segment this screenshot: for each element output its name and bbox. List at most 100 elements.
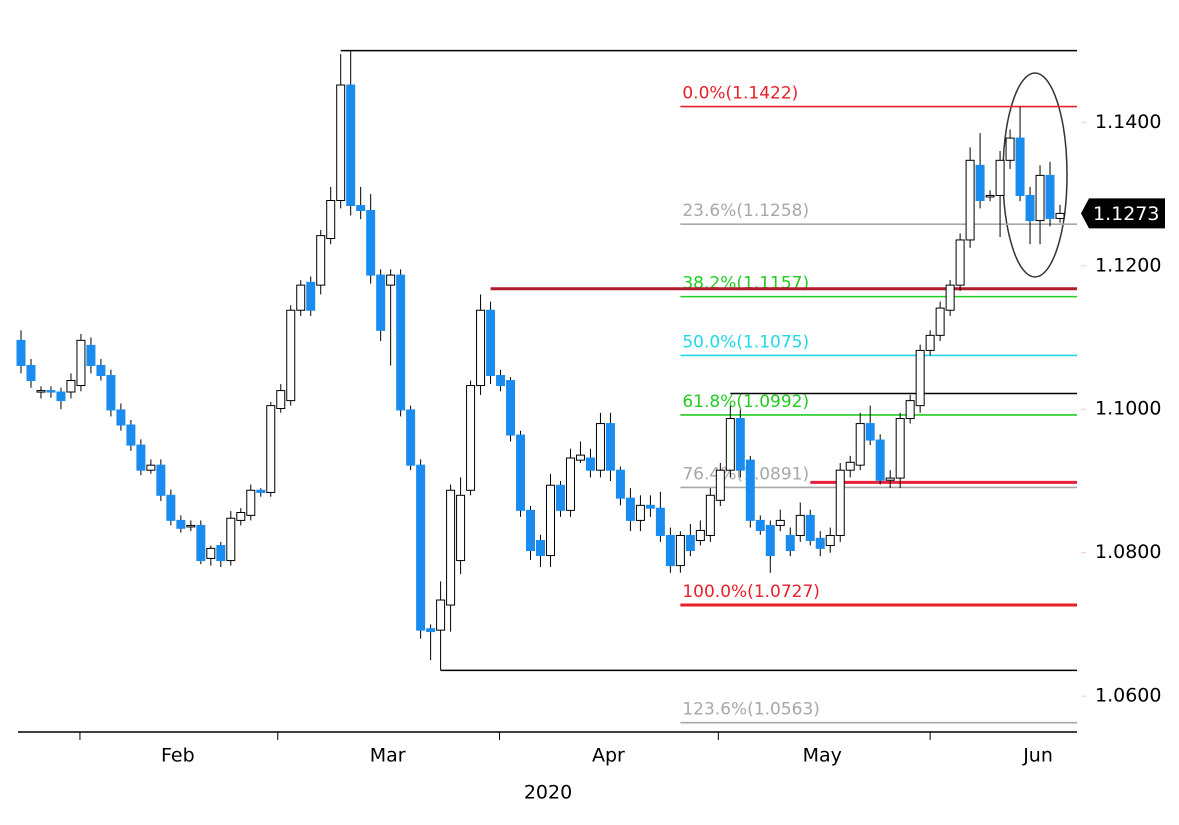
candle-body — [685, 534, 695, 552]
candle-body — [1055, 212, 1065, 219]
candle-body — [635, 504, 645, 521]
fib-label: 123.6%(1.0563) — [682, 700, 820, 720]
candle-body — [545, 484, 555, 557]
candle-body — [516, 434, 526, 511]
candle-body — [536, 539, 546, 557]
candle-body — [476, 309, 486, 387]
candle-body — [26, 364, 36, 382]
candle-body — [655, 507, 665, 536]
fib-label: 23.6%(1.1258) — [682, 201, 809, 221]
candle-body — [1015, 137, 1025, 196]
candle-body — [236, 512, 246, 521]
candle-body — [675, 534, 685, 567]
last-price-label: 1.1273 — [1093, 203, 1159, 225]
candle-body — [905, 400, 915, 420]
candle-body — [975, 164, 985, 201]
candle-body — [276, 390, 286, 410]
candle-body — [366, 210, 376, 276]
candle-body — [406, 409, 416, 466]
candle-body — [955, 239, 965, 286]
x-tick-label: Jun — [1022, 745, 1053, 767]
candle-body — [486, 309, 496, 377]
candle-body — [745, 459, 755, 521]
candle-body — [865, 423, 875, 441]
candle-body — [785, 534, 795, 552]
candle-body — [925, 334, 935, 351]
candle-body — [186, 524, 196, 528]
last-price-tag — [1081, 198, 1165, 229]
fib-label: 61.8%(1.0992) — [682, 392, 809, 412]
candle-body — [795, 514, 805, 536]
candle-body — [575, 454, 585, 461]
x-axis-label: 2020 — [524, 782, 572, 804]
x-tick-label: May — [803, 745, 842, 767]
candle-body — [16, 339, 26, 366]
candle-body — [56, 391, 66, 402]
highlight-ellipse — [1002, 72, 1068, 278]
candle-body — [645, 504, 655, 509]
candle-body — [386, 274, 396, 286]
candle-body — [775, 519, 785, 526]
candle-body — [665, 534, 675, 567]
candle-body — [176, 519, 186, 529]
candle-body — [765, 524, 775, 557]
fib-label: 38.2%(1.1157) — [682, 274, 809, 294]
candle-body — [825, 534, 835, 547]
candle-body — [356, 205, 366, 212]
candle-body — [466, 385, 476, 491]
candle-body — [985, 194, 995, 198]
y-tick-label: 1.1400 — [1095, 111, 1161, 133]
candle-body — [506, 380, 516, 436]
candle-body — [206, 547, 216, 559]
candle-body — [755, 519, 765, 531]
fib-label: 0.0%(1.1422) — [682, 84, 798, 104]
candle-body — [126, 424, 136, 446]
y-tick-label: 1.1000 — [1095, 398, 1161, 420]
candle-body — [725, 418, 735, 471]
candle-body — [735, 418, 745, 471]
candle-body — [1045, 174, 1055, 219]
candle-body — [156, 464, 166, 496]
candle-body — [216, 545, 226, 562]
candle-body — [306, 281, 316, 311]
candle-body — [526, 509, 536, 552]
x-tick-label: Feb — [161, 745, 195, 767]
candle-body — [615, 469, 625, 499]
candle-body — [965, 159, 975, 241]
candle-body — [585, 457, 595, 471]
candle-body — [915, 349, 925, 407]
candle-body — [605, 423, 615, 471]
candle-body — [705, 494, 715, 536]
candle-body — [555, 484, 565, 511]
fib-label: 76.4%(1.0891) — [682, 464, 809, 484]
candle-body — [266, 405, 276, 493]
candle-body — [66, 380, 76, 393]
candle-body — [875, 439, 885, 481]
candle-body — [46, 390, 56, 393]
candle-body — [426, 628, 436, 633]
candle-body — [715, 469, 725, 501]
candle-body — [595, 423, 605, 471]
candle-body — [116, 409, 126, 426]
y-tick-label: 1.0800 — [1095, 541, 1161, 563]
candle-body — [1025, 194, 1035, 222]
candle-body — [855, 423, 865, 466]
candle-body — [695, 529, 705, 541]
candle-body — [86, 344, 96, 366]
candle-body — [396, 274, 406, 411]
candle-body — [196, 524, 206, 562]
candle-body — [845, 461, 855, 471]
candle-body — [1035, 174, 1045, 222]
candle-body — [416, 464, 426, 631]
candle-body — [296, 284, 306, 311]
candle-body — [815, 537, 825, 549]
candle-body — [496, 375, 506, 387]
candle-body — [246, 489, 256, 516]
candle-body — [316, 235, 326, 286]
candle-body — [446, 489, 456, 606]
x-tick-label: Mar — [370, 745, 406, 767]
y-tick-label: 1.0600 — [1095, 685, 1161, 707]
x-tick-label: Apr — [592, 745, 625, 767]
candle-body — [805, 514, 815, 541]
